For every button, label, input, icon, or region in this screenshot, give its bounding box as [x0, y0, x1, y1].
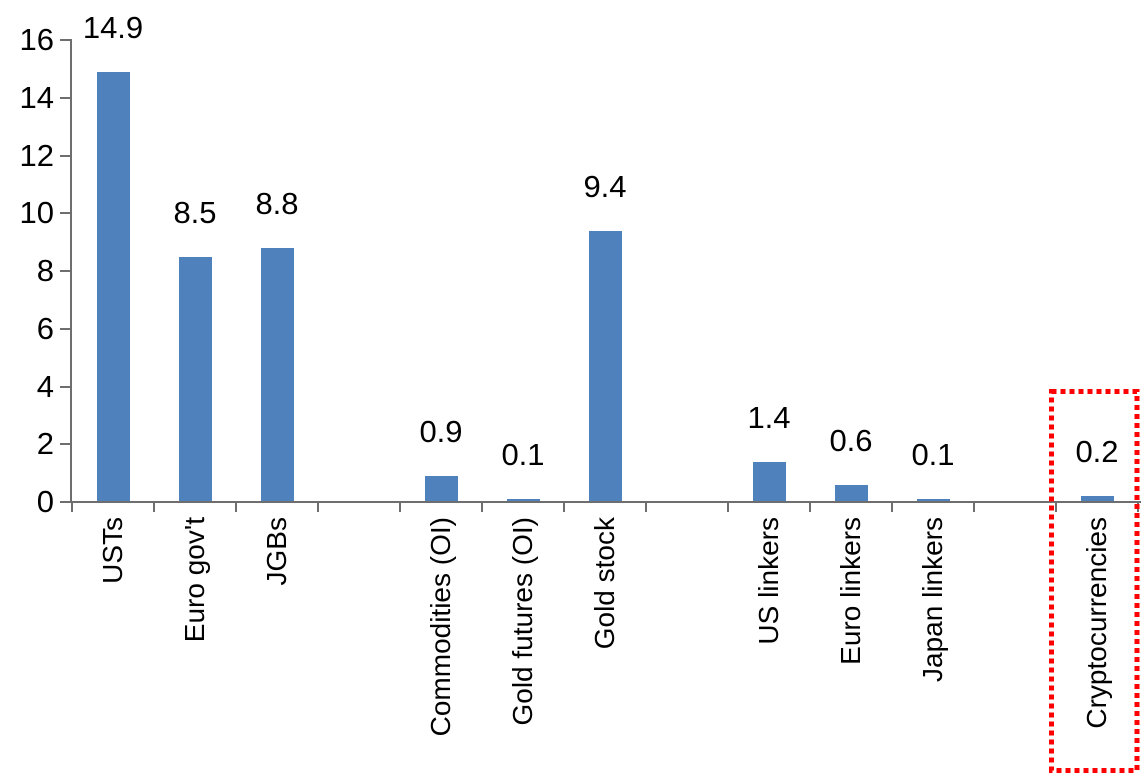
bar [1080, 496, 1114, 501]
category-label: USTs [97, 517, 128, 584]
category-label: JGBs [261, 517, 292, 586]
y-tick-label: 6 [36, 310, 54, 346]
data-label: 8.5 [173, 195, 217, 230]
data-label: 1.4 [747, 400, 791, 435]
y-tick-label: 4 [36, 368, 54, 404]
y-axis-tick [60, 501, 72, 503]
data-label: 0.9 [419, 414, 463, 449]
x-axis-tick [317, 502, 319, 512]
y-axis-tick [60, 443, 72, 446]
y-tick-label: 16 [19, 22, 54, 57]
bar [96, 72, 130, 501]
data-label: 9.4 [583, 169, 627, 204]
y-axis-tick [60, 270, 72, 272]
bar [260, 248, 294, 501]
category-label: Euro linkers [835, 517, 866, 665]
y-axis-tick [60, 385, 72, 388]
bar [916, 499, 950, 501]
y-axis-tick [60, 96, 72, 99]
x-axis-tick [399, 502, 401, 512]
bar [178, 257, 212, 501]
x-axis-tick [891, 502, 893, 512]
data-label: 0.2 [1075, 434, 1119, 469]
data-label: 14.9 [82, 10, 144, 45]
y-axis-tick [60, 212, 72, 215]
y-tick-label: 14 [19, 79, 54, 115]
category-label: Euro gov't [179, 517, 210, 643]
category-label: US linkers [753, 517, 784, 645]
y-tick-label: 0 [36, 484, 54, 519]
x-axis-tick [727, 502, 729, 512]
x-axis-tick [71, 502, 73, 512]
category-label: Gold stock [589, 517, 620, 650]
data-label: 0.6 [829, 423, 873, 458]
category-label: Gold futures (OI) [507, 517, 538, 726]
y-tick-label: 10 [19, 195, 54, 231]
category-label: Commodities (OI) [425, 517, 456, 737]
x-axis-tick [481, 502, 483, 512]
x-axis-tick [153, 502, 155, 512]
data-label: 0.1 [911, 437, 955, 472]
data-label: 8.8 [255, 186, 299, 221]
y-tick-label: 2 [36, 426, 54, 462]
x-axis-tick [645, 502, 647, 512]
y-tick-label: 8 [36, 253, 54, 288]
x-axis-tick [809, 502, 811, 512]
bar [752, 462, 786, 501]
category-label: Cryptocurrencies [1081, 517, 1112, 729]
bar [588, 231, 622, 501]
bar [424, 476, 458, 501]
x-axis-tick [1137, 502, 1139, 512]
category-label: Japan linkers [917, 517, 948, 682]
x-axis-line [70, 501, 1141, 503]
y-axis-tick [60, 39, 72, 41]
bar [834, 485, 868, 501]
y-axis-tick [60, 154, 72, 157]
y-axis-tick [60, 327, 72, 330]
x-axis-tick [235, 502, 237, 512]
x-axis-tick [1055, 502, 1057, 512]
y-tick-label: 12 [19, 137, 54, 173]
x-axis-tick [563, 502, 565, 512]
data-label: 0.1 [501, 437, 545, 472]
x-axis-tick [973, 502, 975, 512]
bar [506, 499, 540, 501]
